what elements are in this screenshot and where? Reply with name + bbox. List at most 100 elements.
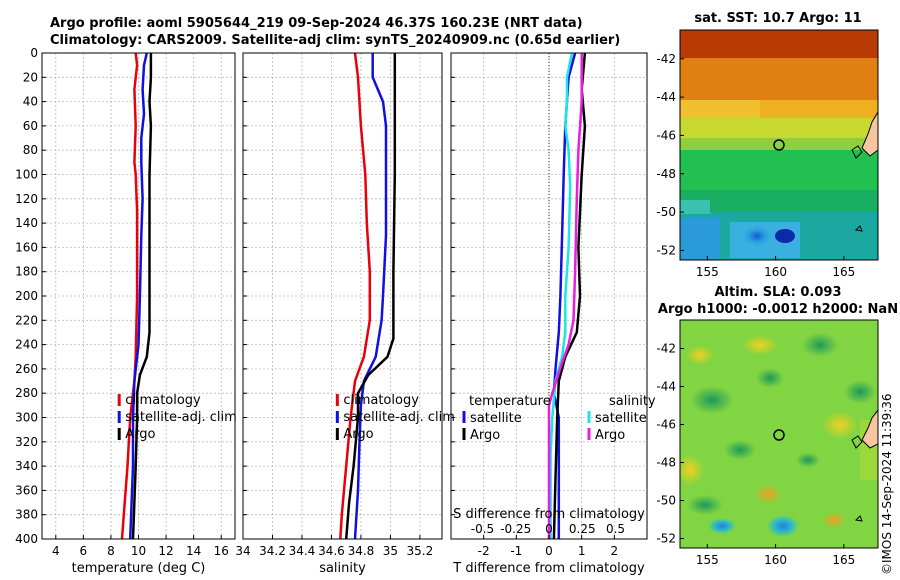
- x-tick-label: 8: [107, 544, 115, 558]
- x-axis-label: temperature (deg C): [72, 561, 206, 576]
- x-axis-label: T difference from climatology: [452, 561, 645, 576]
- x-tick-label: 34.6: [318, 544, 345, 558]
- x-tick-label: 10: [131, 544, 146, 558]
- y-tick-label: 60: [23, 119, 38, 133]
- map-y-tick-label: -48: [656, 456, 676, 470]
- x-tick-label: 0: [545, 544, 553, 558]
- y-tick-label: 400: [15, 532, 38, 546]
- map-y-tick-label: -52: [656, 532, 676, 546]
- sla-map-panel: 155 160 165 -42 -44 -46 -48 -50 -52 Altim. SLA: 0…: [656, 285, 898, 567]
- y-tick-label: 20: [23, 70, 38, 84]
- map-y-tick-label: -50: [656, 205, 676, 219]
- map-y-tick-label: -42: [656, 52, 676, 66]
- sst-map-panel: 155 160 165 -42 -44 -46 -48 -50 -52 sat. SST: 10.…: [656, 11, 879, 279]
- y-tick-label: 0: [30, 46, 38, 60]
- x-tick-label: 1: [578, 544, 586, 558]
- map-y-tick-label: -48: [656, 167, 676, 181]
- y-tick-label: 180: [15, 265, 38, 279]
- x-tick-label: 35.2: [407, 544, 434, 558]
- map-x-tick-label: 160: [764, 553, 787, 567]
- y-tick-label: 160: [15, 240, 38, 254]
- y-tick-label: 340: [15, 459, 38, 473]
- y-tick-label: 280: [15, 386, 38, 400]
- x2-tick-label: 0.25: [569, 522, 596, 536]
- map-y-tick-label: -44: [656, 380, 676, 394]
- map-y-tick-label: -44: [656, 90, 676, 104]
- salinity-profile-panel: 34 34.2 34.4 34.6 34.8 35 35.2 salinity climatol…: [235, 52, 455, 576]
- series-line-argo: [131, 53, 153, 540]
- x-tick-label: 16: [214, 544, 229, 558]
- map-y-tick-label: -42: [656, 342, 676, 356]
- legend-label: satellite-adj. clim: [125, 410, 237, 425]
- legend-label: Argo: [470, 428, 500, 443]
- x-tick-label: 4: [52, 544, 60, 558]
- y-tick-label: 380: [15, 508, 38, 522]
- x-tick-label: 34.4: [289, 544, 316, 558]
- x-tick-label: 35: [383, 544, 398, 558]
- x2-tick-label: 0.5: [606, 522, 625, 536]
- legend-label: satellite: [470, 411, 522, 426]
- series-line-salinity-argo: [547, 53, 583, 539]
- x-tick-label: 2: [611, 544, 619, 558]
- x-tick-label: -2: [478, 544, 490, 558]
- y-tick-label: 320: [15, 435, 38, 449]
- series-line-argo: [344, 53, 397, 540]
- legend-title-temperature: temperature: [469, 394, 551, 409]
- sst-map-title: sat. SST: 10.7 Argo: 11: [694, 11, 861, 26]
- x-tick-label: 34.8: [348, 544, 375, 558]
- map-x-tick-label: 160: [764, 265, 787, 279]
- sla-map-subtitle: Argo h1000: -0.0012 h2000: NaN: [658, 302, 898, 317]
- y-tick-label: 220: [15, 313, 38, 327]
- x2-tick-label: -0.25: [500, 522, 531, 536]
- header-line-1: Argo profile: aoml 5905644_219 09-Sep-20…: [50, 16, 583, 31]
- y-tick-label: 140: [15, 216, 38, 230]
- map-x-tick-label: 155: [696, 553, 719, 567]
- y-tick-label: 300: [15, 411, 38, 425]
- series-line-temperature-argo: [552, 52, 587, 540]
- x2-axis-label: S difference from climatology: [453, 507, 645, 522]
- x-tick-label: 34: [235, 544, 250, 558]
- map-y-tick-label: -50: [656, 494, 676, 508]
- x-tick-label: 34.2: [259, 544, 286, 558]
- series-line-satellite-adj-clim: [128, 52, 149, 540]
- y-tick-label: 80: [23, 143, 38, 157]
- series-line-climatology: [339, 52, 372, 540]
- legend-label: climatology: [343, 393, 419, 408]
- legend-label: Argo: [595, 428, 625, 443]
- map-y-tick-label: -46: [656, 128, 676, 142]
- map-x-tick-label: 165: [832, 265, 855, 279]
- sst-map-field: [680, 30, 878, 260]
- y-tick-label: 260: [15, 362, 38, 376]
- sla-map-title: Altim. SLA: 0.093: [715, 285, 842, 300]
- map-y-tick-label: -46: [656, 418, 676, 432]
- x-tick-label: 12: [158, 544, 173, 558]
- argo-location-marker: [773, 139, 785, 151]
- temperature-profile-panel: 4 6 8 10 12 14 1602040608010012014016018020022…: [15, 46, 237, 576]
- y-tick-label: 360: [15, 483, 38, 497]
- x-tick-label: 14: [186, 544, 201, 558]
- header-line-2: Climatology: CARS2009. Satellite-adj cli…: [50, 33, 621, 48]
- legend-label: climatology: [125, 393, 201, 408]
- argo-location-marker-sla: [773, 429, 785, 441]
- y-tick-label: 100: [15, 168, 38, 182]
- x-axis-label: salinity: [319, 561, 366, 576]
- legend-label: Argo: [343, 427, 373, 442]
- y-tick-label: 200: [15, 289, 38, 303]
- x2-tick-label: -0.5: [471, 522, 494, 536]
- legend-label: satellite: [595, 411, 647, 426]
- y-tick-label: 240: [15, 338, 38, 352]
- map-x-tick-label: 155: [696, 265, 719, 279]
- map-y-tick-label: -52: [656, 243, 676, 257]
- legend-title-salinity: salinity: [609, 394, 656, 409]
- y-tick-label: 120: [15, 192, 38, 206]
- x-tick-label: -1: [510, 544, 522, 558]
- series-line-salinity-satellite: [549, 52, 574, 539]
- x-tick-label: 6: [80, 544, 88, 558]
- sla-map-field: [680, 320, 878, 548]
- x2-tick-label: 0: [545, 522, 553, 536]
- series-line-satellite-adj-clim: [353, 53, 388, 540]
- series-line-climatology: [120, 52, 139, 540]
- y-tick-label: 40: [23, 95, 38, 109]
- legend-label: Argo: [125, 427, 155, 442]
